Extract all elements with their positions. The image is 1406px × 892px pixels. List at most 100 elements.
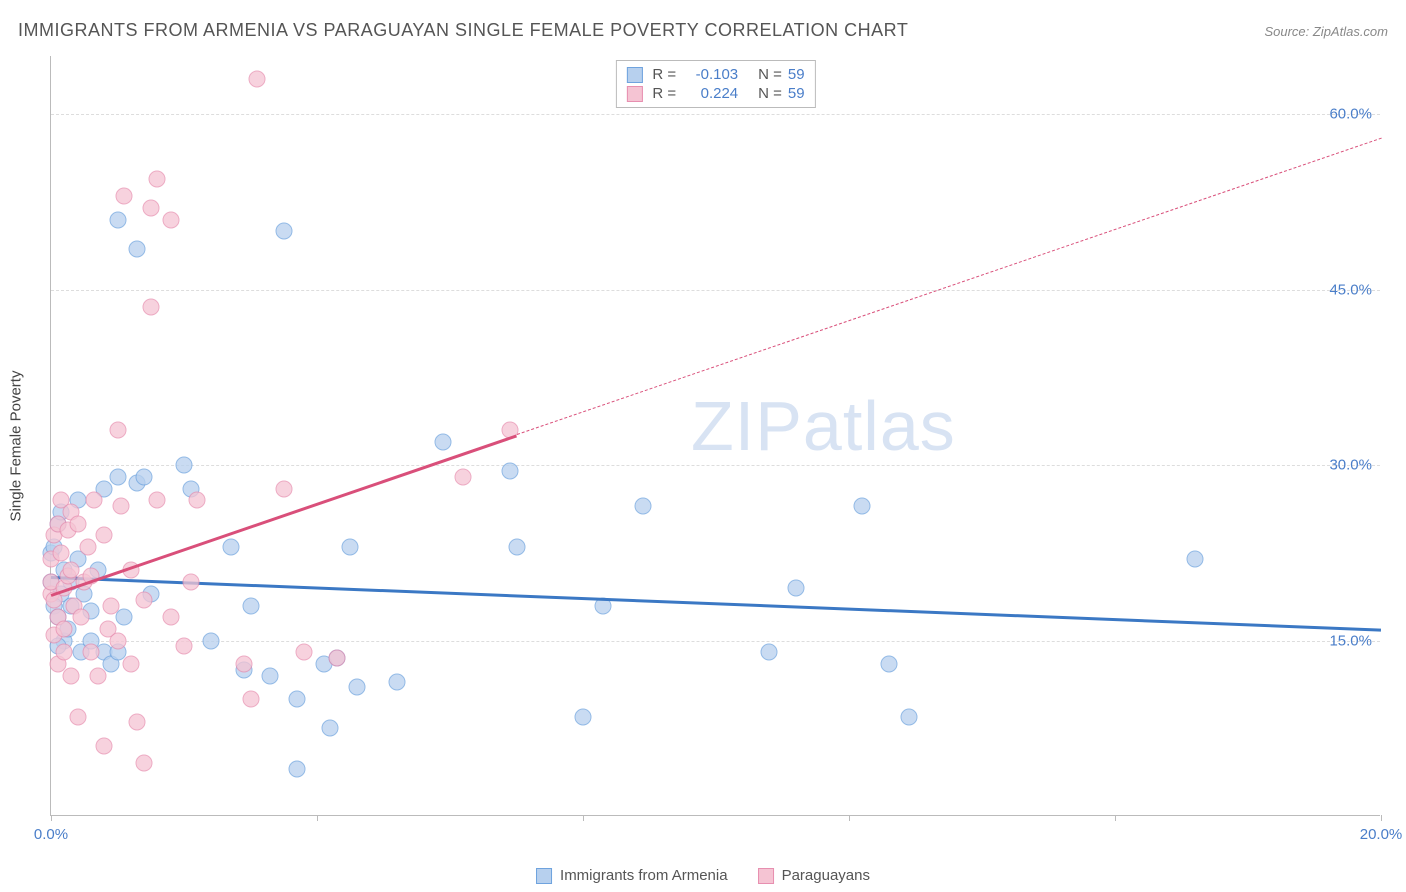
trend-line xyxy=(51,434,517,596)
x-tick xyxy=(849,815,850,821)
y-axis-title: Single Female Poverty xyxy=(8,371,25,522)
data-point xyxy=(136,755,153,772)
data-point xyxy=(322,720,339,737)
data-point xyxy=(900,708,917,725)
r-value: -0.103 xyxy=(682,66,738,83)
data-point xyxy=(122,656,139,673)
data-point xyxy=(189,492,206,509)
data-point xyxy=(242,597,259,614)
data-point xyxy=(142,200,159,217)
legend-swatch xyxy=(758,868,774,884)
data-point xyxy=(102,597,119,614)
x-tick-label: 20.0% xyxy=(1360,826,1403,843)
gridline xyxy=(51,465,1380,466)
series-name: Paraguayans xyxy=(782,867,870,884)
data-point xyxy=(129,240,146,257)
n-value: 59 xyxy=(788,66,805,83)
correlation-legend-row: R =0.224N =59 xyxy=(626,84,804,103)
gridline xyxy=(51,114,1380,115)
data-point xyxy=(435,433,452,450)
x-tick xyxy=(51,815,52,821)
data-point xyxy=(96,737,113,754)
gridline xyxy=(51,641,1380,642)
y-tick-label: 45.0% xyxy=(1329,281,1372,298)
data-point xyxy=(162,609,179,626)
data-point xyxy=(182,574,199,591)
x-tick xyxy=(1115,815,1116,821)
data-point xyxy=(69,708,86,725)
data-point xyxy=(149,492,166,509)
data-point xyxy=(262,667,279,684)
data-point xyxy=(202,632,219,649)
series-legend: Immigrants from Armenia Paraguayans xyxy=(536,867,870,884)
data-point xyxy=(129,714,146,731)
series-legend-item: Paraguayans xyxy=(758,867,870,884)
data-point xyxy=(82,644,99,661)
data-point xyxy=(72,609,89,626)
y-tick-label: 30.0% xyxy=(1329,457,1372,474)
data-point xyxy=(89,667,106,684)
data-point xyxy=(761,644,778,661)
data-point xyxy=(249,71,266,88)
data-point xyxy=(56,620,73,637)
correlation-legend-row: R =-0.103N =59 xyxy=(626,65,804,84)
chart-title: IMMIGRANTS FROM ARMENIA VS PARAGUAYAN SI… xyxy=(18,20,908,41)
correlation-legend: R =-0.103N =59R =0.224N =59 xyxy=(615,60,815,108)
data-point xyxy=(328,650,345,667)
gridline xyxy=(51,290,1380,291)
data-point xyxy=(787,580,804,597)
data-point xyxy=(69,515,86,532)
data-point xyxy=(1186,550,1203,567)
data-point xyxy=(109,422,126,439)
scatter-plot-area: R =-0.103N =59R =0.224N =59 ZIPatlas 15.… xyxy=(50,56,1380,816)
data-point xyxy=(242,691,259,708)
data-point xyxy=(142,299,159,316)
watermark: ZIPatlas xyxy=(691,386,956,466)
data-point xyxy=(176,457,193,474)
source-name: ZipAtlas.com xyxy=(1313,24,1388,39)
data-point xyxy=(176,638,193,655)
legend-swatch xyxy=(626,67,642,83)
data-point xyxy=(289,761,306,778)
data-point xyxy=(136,468,153,485)
data-point xyxy=(880,656,897,673)
data-point xyxy=(342,539,359,556)
data-point xyxy=(109,211,126,228)
r-value: 0.224 xyxy=(682,85,738,102)
y-tick-label: 60.0% xyxy=(1329,106,1372,123)
data-point xyxy=(222,539,239,556)
data-point xyxy=(96,527,113,544)
data-point xyxy=(508,539,525,556)
data-point xyxy=(112,498,129,515)
data-point xyxy=(56,644,73,661)
x-tick xyxy=(317,815,318,821)
legend-swatch xyxy=(626,86,642,102)
data-point xyxy=(235,656,252,673)
data-point xyxy=(52,544,69,561)
data-point xyxy=(149,170,166,187)
source-label: Source: ZipAtlas.com xyxy=(1264,24,1388,39)
data-point xyxy=(289,691,306,708)
data-point xyxy=(136,591,153,608)
data-point xyxy=(348,679,365,696)
data-point xyxy=(62,667,79,684)
data-point xyxy=(109,632,126,649)
legend-swatch xyxy=(536,868,552,884)
data-point xyxy=(455,468,472,485)
n-label: N = xyxy=(758,85,782,102)
r-label: R = xyxy=(652,85,676,102)
x-tick xyxy=(583,815,584,821)
series-name: Immigrants from Armenia xyxy=(560,867,728,884)
data-point xyxy=(854,498,871,515)
data-point xyxy=(388,673,405,690)
series-legend-item: Immigrants from Armenia xyxy=(536,867,728,884)
data-point xyxy=(275,480,292,497)
data-point xyxy=(109,468,126,485)
y-tick-label: 15.0% xyxy=(1329,632,1372,649)
n-label: N = xyxy=(758,66,782,83)
source-prefix: Source: xyxy=(1264,24,1312,39)
data-point xyxy=(162,211,179,228)
data-point xyxy=(295,644,312,661)
data-point xyxy=(501,463,518,480)
data-point xyxy=(275,223,292,240)
